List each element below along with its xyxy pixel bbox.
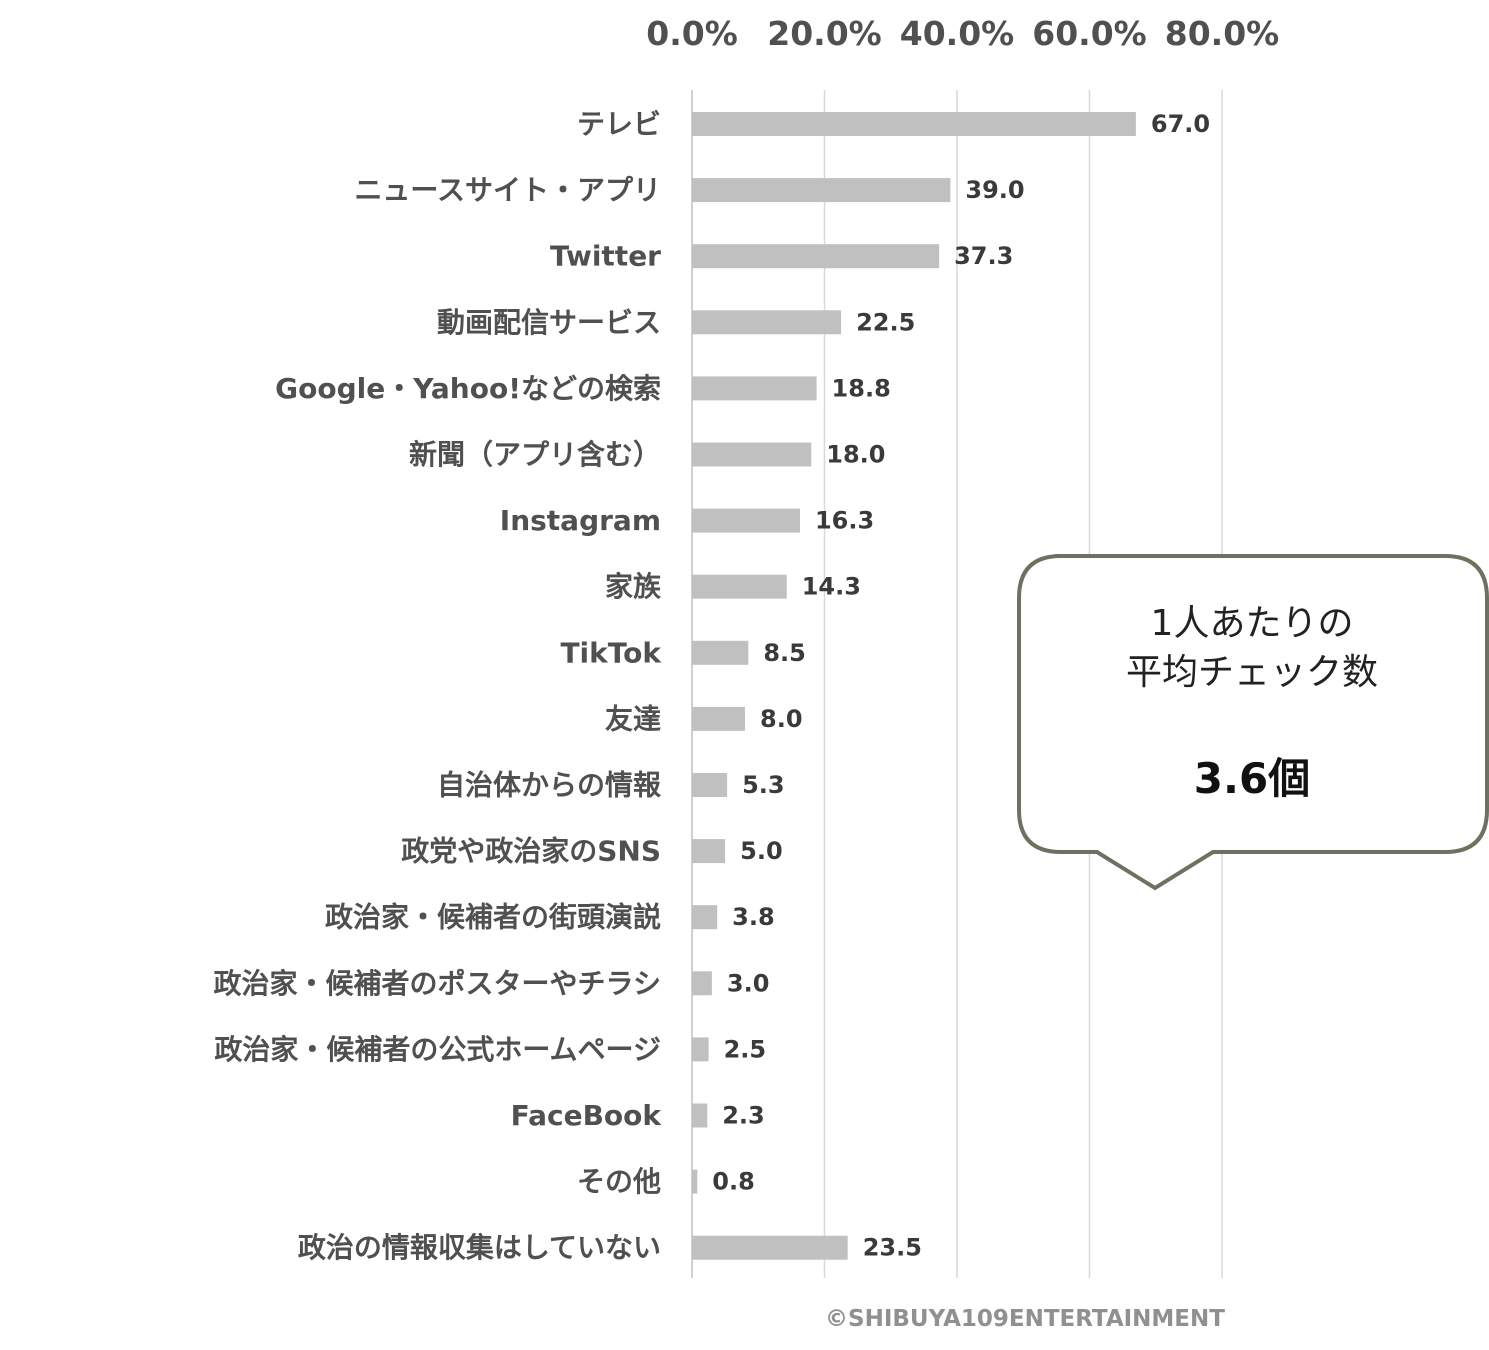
- category-label: Instagram: [500, 504, 661, 537]
- callout-line-2: 平均チェック数: [1126, 652, 1378, 693]
- callout-bubble: [1017, 554, 1489, 891]
- category-label: 政治家・候補者の公式ホームページ: [214, 1033, 661, 1066]
- category-label: TikTok: [560, 636, 662, 669]
- bar: [692, 839, 726, 864]
- value-label: 2.5: [724, 1035, 767, 1063]
- value-label: 3.8: [732, 903, 775, 931]
- bar: [692, 1235, 848, 1260]
- value-label: 39.0: [965, 176, 1024, 204]
- category-label: その他: [577, 1165, 661, 1198]
- category-label: 政治家・候補者の街頭演説: [325, 901, 661, 934]
- bar: [692, 706, 745, 731]
- value-label: 18.8: [832, 374, 891, 402]
- value-labels: 67.0 39.0 37.3 22.5 18.8 18.0 16.3 14.3 8.5 8.0 5.…: [712, 110, 1210, 1262]
- bar: [692, 1103, 708, 1128]
- x-tick-label: 40.0%: [900, 14, 1015, 53]
- category-label: Google・Yahoo!などの検索: [275, 372, 661, 405]
- bar: [692, 508, 800, 533]
- value-label: 2.3: [722, 1102, 765, 1130]
- x-tick-label: 20.0%: [767, 14, 882, 53]
- value-label: 5.0: [740, 837, 783, 865]
- value-label: 23.5: [863, 1234, 922, 1262]
- category-label: Twitter: [550, 240, 661, 273]
- category-label: 政治家・候補者のポスターやチラシ: [214, 967, 661, 1000]
- value-label: 8.0: [760, 705, 803, 733]
- bar: [692, 310, 842, 335]
- bar: [692, 574, 787, 599]
- category-label: FaceBook: [511, 1099, 663, 1132]
- callout-value: 3.6個: [1194, 754, 1310, 803]
- x-axis-ticks: 0.0% 20.0% 40.0% 60.0% 80.0%: [646, 14, 1279, 53]
- bar: [692, 1169, 698, 1194]
- value-label: 67.0: [1151, 110, 1210, 138]
- category-label: テレビ: [577, 108, 661, 141]
- category-label: 家族: [605, 570, 662, 603]
- bars: [692, 112, 1136, 1260]
- callout-line-1: 1人あたりの: [1151, 603, 1354, 644]
- value-label: 14.3: [802, 573, 861, 601]
- category-label: 動画配信サービス: [437, 306, 661, 339]
- value-label: 3.0: [727, 969, 770, 997]
- x-tick-label: 60.0%: [1032, 14, 1147, 53]
- value-label: 16.3: [815, 507, 874, 535]
- average-check-callout: 1人あたりの 平均チェック数 3.6個: [1017, 554, 1489, 891]
- x-tick-label: 0.0%: [646, 14, 738, 53]
- value-label: 5.3: [742, 771, 785, 799]
- bar: [692, 112, 1136, 136]
- bar: [692, 971, 712, 996]
- category-label: 政治の情報収集はしていない: [298, 1231, 661, 1264]
- copyright-text: ©SHIBUYA109ENTERTAINMENT: [825, 1306, 1225, 1332]
- category-label: 自治体からの情報: [437, 769, 662, 802]
- bar: [692, 640, 749, 665]
- bar: [692, 178, 951, 203]
- value-label: 0.8: [712, 1168, 755, 1196]
- bar: [692, 905, 718, 930]
- value-label: 22.5: [856, 308, 915, 336]
- category-label: 政党や政治家のSNS: [401, 835, 661, 868]
- x-tick-label: 80.0%: [1165, 14, 1280, 53]
- value-label: 18.0: [826, 441, 885, 469]
- category-label: 友達: [605, 702, 661, 735]
- bar: [692, 442, 812, 467]
- category-label: ニュースサイト・アプリ: [354, 174, 661, 207]
- category-label: 新聞（アプリ含む）: [409, 438, 661, 471]
- value-label: 8.5: [763, 639, 806, 667]
- bar: [692, 244, 940, 269]
- bar: [692, 1037, 709, 1062]
- bar: [692, 376, 817, 401]
- value-label: 37.3: [954, 242, 1013, 270]
- bar: [692, 773, 728, 797]
